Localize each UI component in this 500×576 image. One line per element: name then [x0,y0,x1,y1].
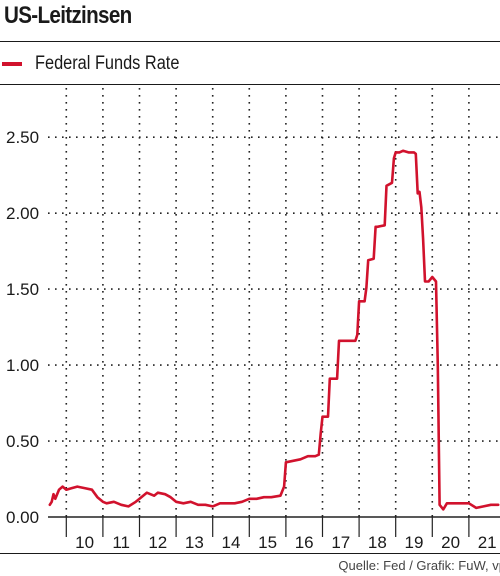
y-tick-label: 0.50 [6,432,39,451]
x-tick-label: 21 [478,533,497,552]
legend-swatch-federal-funds-rate [2,62,22,66]
x-tick-label: 18 [368,533,387,552]
series-line-federal-funds-rate [48,149,500,511]
legend-label-federal-funds-rate: Federal Funds Rate [35,53,180,74]
legend: Federal Funds Rate [2,53,203,75]
y-tick-label: 1.00 [6,356,39,375]
x-tick-label: 15 [258,533,277,552]
title-rule [0,41,500,42]
y-tick-label: 2.00 [6,204,39,223]
y-tick-label: 0.00 [6,508,39,527]
x-tick-label: 16 [295,533,314,552]
chart-title: US-Leitzinsen [4,2,132,29]
footer-rule [0,553,500,554]
legend-rule [0,84,500,85]
x-tick-label: 17 [331,533,350,552]
y-tick-label: 2.50 [6,128,39,147]
x-tick-label: 19 [405,533,424,552]
x-tick-label: 11 [112,533,130,552]
source-note: Quelle: Fed / Grafik: FuW, vp [338,558,500,573]
x-tick-label: 14 [222,533,241,552]
x-tick-label: 12 [148,533,167,552]
x-tick-label: 10 [75,533,94,552]
x-tick-label: 13 [185,533,204,552]
y-tick-label: 1.50 [6,280,39,299]
x-tick-label: 20 [441,533,460,552]
